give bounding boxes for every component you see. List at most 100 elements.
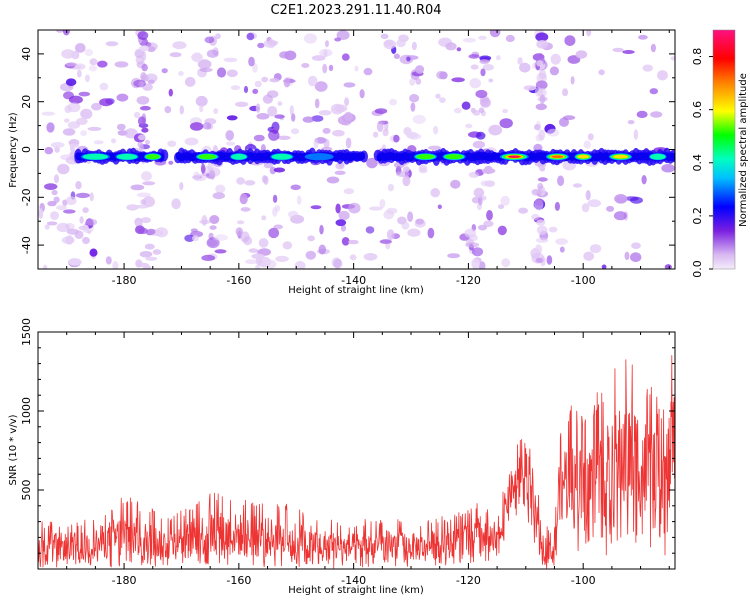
noise-blob	[641, 175, 647, 185]
noise-blob	[482, 64, 495, 71]
noise-blob	[559, 246, 565, 253]
noise-blob	[43, 264, 48, 269]
noise-blob	[437, 204, 442, 210]
colorbar: 0.0 0.2 0.4 0.6 0.8 Normalized spectral ampl…	[691, 29, 749, 278]
noise-blob	[407, 211, 414, 222]
noise-blob	[226, 69, 238, 78]
noise-blob	[69, 143, 79, 148]
noise-blob	[409, 78, 416, 86]
noise-blob	[214, 249, 227, 254]
noise-blob	[664, 264, 672, 269]
noise-blob	[583, 251, 595, 261]
noise-blob	[269, 166, 277, 175]
noise-blob	[475, 89, 488, 99]
noise-blob	[570, 76, 575, 85]
noise-blob	[263, 162, 273, 169]
x-tick-label: -160	[226, 274, 251, 287]
noise-blob	[349, 254, 357, 261]
noise-blob	[236, 220, 245, 225]
noise-blob	[401, 221, 410, 230]
noise-blob	[139, 251, 153, 258]
noise-blob	[239, 193, 248, 205]
noise-blob	[363, 67, 373, 76]
noise-blob	[134, 111, 141, 119]
noise-blob	[142, 196, 155, 208]
noise-blob	[89, 58, 98, 66]
noise-blob	[230, 85, 241, 91]
noise-blob	[622, 50, 635, 54]
noise-blob	[438, 37, 452, 47]
noise-blob	[84, 48, 94, 57]
noise-blob	[251, 253, 265, 260]
noise-blob	[386, 207, 398, 215]
noise-blob	[538, 129, 546, 141]
noise-blob	[56, 205, 67, 211]
noise-blob	[137, 141, 143, 148]
noise-blob	[226, 115, 238, 121]
noise-blob	[409, 94, 420, 103]
noise-blob	[244, 180, 256, 186]
noise-blob	[650, 43, 657, 53]
noise-blob	[252, 88, 259, 94]
noise-blob	[471, 258, 480, 269]
noise-blob	[178, 71, 184, 76]
noise-blob	[254, 80, 262, 88]
noise-blob	[76, 69, 82, 78]
snr-series-line	[38, 355, 675, 569]
noise-blob	[402, 166, 410, 173]
spectrogram-x-label: Height of straight line (km)	[288, 285, 424, 296]
noise-blob	[75, 192, 90, 199]
noise-blob	[419, 168, 428, 174]
noise-blob	[283, 77, 291, 88]
noise-blob	[531, 189, 545, 195]
noise-blob	[139, 45, 149, 52]
noise-blob	[65, 235, 74, 245]
noise-blob	[376, 121, 384, 132]
noise-blob	[481, 167, 496, 174]
noise-blob	[47, 200, 57, 207]
noise-blob	[139, 105, 151, 111]
noise-blob	[535, 103, 547, 111]
noise-blob	[135, 259, 143, 268]
noise-blob	[252, 63, 258, 73]
noise-blob	[344, 97, 350, 106]
noise-blob	[189, 122, 204, 131]
noise-blob	[372, 131, 379, 138]
noise-blob	[112, 261, 119, 269]
noise-blob	[340, 224, 347, 232]
noise-blob	[284, 50, 297, 61]
noise-blob	[168, 160, 174, 165]
noise-blob	[314, 81, 328, 92]
noise-blob	[82, 236, 90, 245]
noise-blob	[412, 114, 426, 124]
noise-blob	[328, 64, 334, 72]
noise-blob	[333, 258, 343, 269]
snr-y-ticks: 500 1000 1500	[20, 318, 675, 570]
noise-blob	[54, 146, 60, 153]
noise-blob	[84, 74, 90, 83]
noise-blob	[323, 138, 330, 149]
x-tick-label: -140	[341, 574, 366, 587]
snr-frame	[37, 331, 676, 570]
noise-blob	[310, 205, 322, 210]
noise-blob	[549, 66, 560, 76]
noise-blob	[255, 264, 261, 269]
noise-blob	[436, 71, 446, 80]
noise-blob	[99, 82, 109, 91]
spectrogram-panel: -180 -160 -140 -120 -100 -40 -20 0 20 40 Height …	[8, 29, 676, 296]
noise-blob	[209, 170, 216, 180]
noise-blob	[44, 224, 50, 230]
noise-blob	[550, 53, 561, 65]
noise-blob	[539, 94, 546, 105]
noise-blob	[546, 255, 553, 265]
noise-blob	[261, 215, 267, 221]
noise-blob	[332, 129, 345, 137]
noise-blob	[282, 241, 293, 250]
noise-blob	[209, 215, 220, 224]
noise-blob	[383, 39, 397, 50]
noise-blob	[517, 57, 523, 65]
noise-blob	[296, 195, 302, 205]
noise-blob	[274, 114, 285, 119]
noise-blob	[396, 171, 410, 177]
noise-blob	[479, 55, 492, 61]
